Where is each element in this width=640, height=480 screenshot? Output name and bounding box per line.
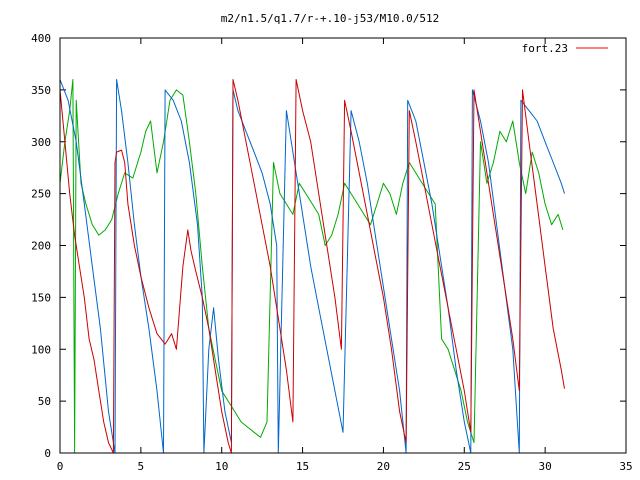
x-tick-label: 25: [458, 460, 471, 473]
y-tick-label: 0: [44, 447, 51, 460]
y-tick-label: 200: [31, 240, 51, 253]
y-tick-label: 350: [31, 84, 51, 97]
chart-title: m2/n1.5/q1.7/r-+.10-j53/M10.0/512: [221, 12, 440, 25]
x-tick-label: 20: [377, 460, 390, 473]
x-tick-label: 10: [215, 460, 228, 473]
legend: fort.23: [522, 42, 608, 55]
y-tick-label: 300: [31, 136, 51, 149]
y-axis: 0 50 100 150 200 250 300 350 400: [31, 32, 626, 460]
y-tick-label: 150: [31, 291, 51, 304]
y-tick-label: 400: [31, 32, 51, 45]
x-tick-label: 0: [57, 460, 64, 473]
x-tick-label: 35: [619, 460, 632, 473]
y-tick-label: 50: [38, 395, 51, 408]
y-tick-label: 250: [31, 188, 51, 201]
series-green-line: [59, 79, 564, 454]
legend-label: fort.23: [522, 42, 568, 55]
x-tick-label: 15: [296, 460, 309, 473]
plot-frame: [59, 37, 627, 454]
series-red-line: [59, 79, 565, 454]
x-axis: 0 5 10 15 20 25 30 35: [57, 38, 633, 473]
series-layer: [59, 79, 565, 454]
series-blue-line: [59, 79, 565, 454]
x-tick-label: 30: [539, 460, 552, 473]
x-tick-label: 5: [138, 460, 145, 473]
y-tick-label: 100: [31, 343, 51, 356]
